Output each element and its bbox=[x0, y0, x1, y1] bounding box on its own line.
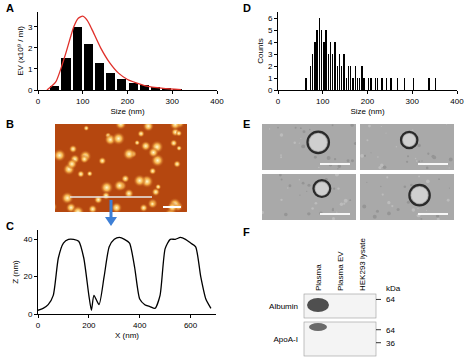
svg-text:Plasma: Plasma bbox=[314, 264, 323, 291]
svg-text:2: 2 bbox=[28, 44, 33, 53]
svg-text:400: 400 bbox=[450, 97, 464, 106]
svg-text:2: 2 bbox=[268, 62, 273, 71]
svg-text:20: 20 bbox=[23, 272, 32, 281]
svg-text:40: 40 bbox=[23, 235, 32, 244]
svg-text:ApoA-I: ApoA-I bbox=[274, 335, 298, 344]
svg-text:Counts: Counts bbox=[256, 38, 265, 63]
svg-text:0: 0 bbox=[36, 321, 41, 330]
svg-text:0: 0 bbox=[28, 86, 33, 95]
svg-text:0: 0 bbox=[276, 97, 281, 106]
svg-text:200: 200 bbox=[82, 321, 96, 330]
html-text:E: E bbox=[243, 118, 251, 130]
html-text:A: A bbox=[6, 2, 14, 14]
svg-text:64: 64 bbox=[386, 295, 395, 304]
svg-text:Size (nm): Size (nm) bbox=[110, 107, 145, 116]
svg-text:Plasma EV: Plasma EV bbox=[336, 251, 345, 291]
svg-text:300: 300 bbox=[406, 97, 420, 106]
svg-text:200: 200 bbox=[121, 97, 135, 106]
svg-text:1: 1 bbox=[268, 74, 273, 83]
svg-text:3: 3 bbox=[28, 23, 33, 32]
svg-text:Albumin: Albumin bbox=[269, 302, 298, 311]
svg-text:HEK293 lysate: HEK293 lysate bbox=[358, 238, 367, 291]
svg-text:kDa: kDa bbox=[386, 284, 401, 293]
svg-text:100: 100 bbox=[316, 97, 330, 106]
svg-text:0: 0 bbox=[268, 86, 273, 95]
svg-text:3: 3 bbox=[268, 50, 273, 59]
html-text:B: B bbox=[6, 118, 14, 130]
svg-text:X (nm): X (nm) bbox=[115, 331, 139, 340]
svg-text:200: 200 bbox=[361, 97, 375, 106]
svg-text:EV (x10⁹ / ml): EV (x10⁹ / ml) bbox=[16, 26, 25, 76]
svg-text:600: 600 bbox=[184, 321, 198, 330]
html-text:C: C bbox=[6, 220, 14, 232]
svg-text:400: 400 bbox=[133, 321, 147, 330]
svg-text:1: 1 bbox=[28, 65, 33, 74]
html-text:D: D bbox=[243, 2, 251, 14]
html-text:F: F bbox=[243, 226, 250, 238]
svg-text:4: 4 bbox=[268, 38, 273, 47]
svg-text:5: 5 bbox=[268, 26, 273, 35]
svg-text:300: 300 bbox=[166, 97, 180, 106]
svg-text:Z (nm): Z (nm) bbox=[11, 260, 20, 284]
svg-text:36: 36 bbox=[386, 339, 395, 348]
svg-text:400: 400 bbox=[210, 97, 224, 106]
svg-text:64: 64 bbox=[386, 326, 395, 335]
svg-text:100: 100 bbox=[76, 97, 90, 106]
svg-text:6: 6 bbox=[268, 14, 273, 23]
svg-text:0: 0 bbox=[36, 97, 41, 106]
svg-text:0: 0 bbox=[28, 310, 33, 319]
svg-text:Size (nm): Size (nm) bbox=[350, 107, 385, 116]
